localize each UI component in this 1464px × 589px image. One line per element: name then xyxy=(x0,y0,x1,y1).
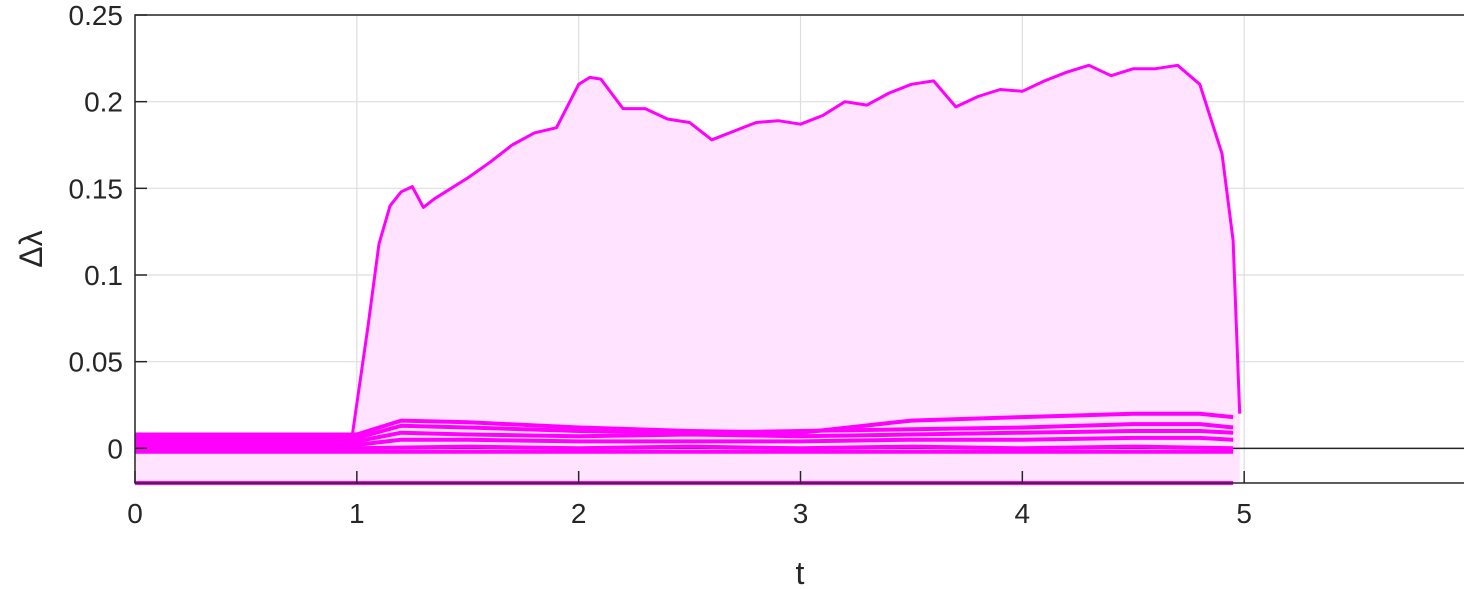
y-tick-labels: 0 0.05 0.1 0.15 0.2 0.25 xyxy=(69,0,124,464)
series-line xyxy=(135,444,1234,451)
series-fill xyxy=(135,65,1240,484)
series-line xyxy=(135,422,1234,440)
y-tick-label: 0.2 xyxy=(84,87,123,118)
y-tick-label: 0.25 xyxy=(69,0,124,31)
x-axis-label: t xyxy=(796,555,805,589)
x-tick-label: 4 xyxy=(1015,498,1031,529)
x-tick-labels: 0 1 2 3 4 5 xyxy=(127,498,1252,529)
x-tick-label: 2 xyxy=(571,498,587,529)
x-tick-label: 1 xyxy=(349,498,365,529)
series-fill xyxy=(135,451,1234,483)
y-tick-label: 0.1 xyxy=(84,260,123,291)
series-line xyxy=(135,435,1234,447)
series-line xyxy=(135,63,1242,436)
y-tick-label: 0.15 xyxy=(69,173,124,204)
x-tick-label: 3 xyxy=(793,498,809,529)
y-tick-label: 0.05 xyxy=(69,347,124,378)
x-tick-label: 5 xyxy=(1236,498,1252,529)
tick-marks xyxy=(134,14,1245,483)
x-tick-label: 0 xyxy=(127,498,143,529)
y-tick-label: 0 xyxy=(107,433,123,464)
y-axis-label: Δλ xyxy=(13,230,49,267)
series-line xyxy=(135,429,1234,444)
